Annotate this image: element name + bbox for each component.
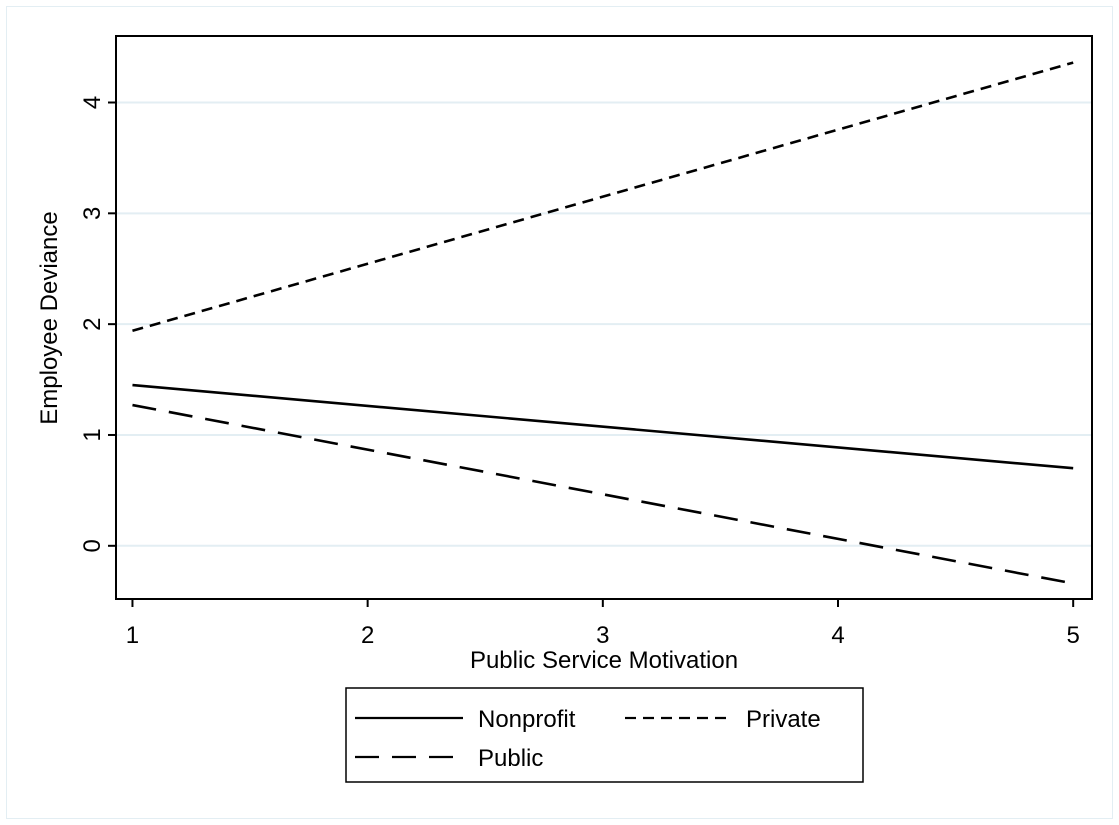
x-axis-label: Public Service Motivation: [470, 647, 738, 674]
chart-frame: [6, 6, 1113, 819]
x-tick-label-4: 4: [831, 622, 844, 649]
y-tick-label-0: 0: [79, 539, 106, 552]
gridlines: [116, 101, 1092, 547]
y-tick-label-1: 1: [79, 428, 106, 441]
plot-area: [115, 35, 1093, 600]
legend-label-private: Private: [746, 706, 821, 733]
x-tick-label-2: 2: [361, 622, 374, 649]
x-tick-label-1: 1: [126, 622, 139, 649]
legend-label-public: Public: [478, 745, 543, 772]
y-tick-label-3: 3: [79, 207, 106, 220]
x-axis: 1 2 3 4 5: [126, 599, 1080, 649]
x-tick-label-5: 5: [1067, 622, 1080, 649]
series-line-nonprofit: [132, 383, 1074, 470]
x-tick-label-3: 3: [596, 622, 609, 649]
y-axis: 0 1 2 3 4: [79, 96, 116, 552]
legend-label-nonprofit: Nonprofit: [478, 706, 576, 733]
series-line-public: [132, 403, 1074, 585]
y-tick-label-2: 2: [79, 317, 106, 330]
series-lines: [132, 61, 1074, 585]
legend: Nonprofit Private Public: [345, 687, 864, 783]
series-line-private: [132, 61, 1074, 333]
y-tick-label-4: 4: [79, 96, 106, 109]
legend-box: [345, 687, 864, 783]
y-axis-label: Employee Deviance: [36, 211, 63, 424]
